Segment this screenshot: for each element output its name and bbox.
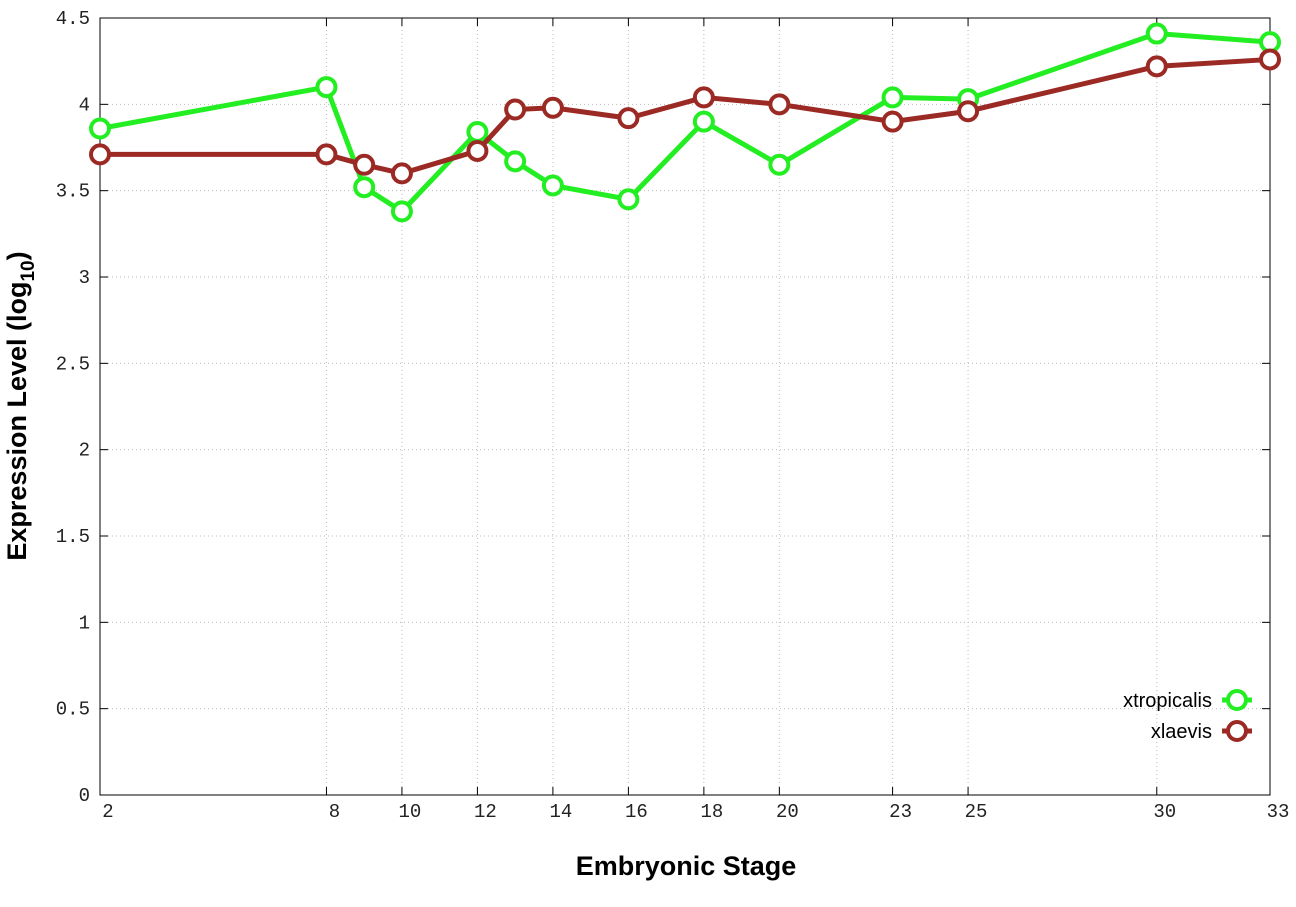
x-tick-label: 2 (102, 801, 113, 823)
y-axis-label: Expression Level (log10) (2, 251, 39, 560)
data-point (1145, 22, 1168, 45)
legend-marker (1226, 720, 1248, 742)
data-point (89, 143, 111, 166)
y-tick-label: 2.5 (56, 353, 90, 375)
y-tick-label: 3.5 (56, 181, 90, 203)
x-tick-label: 23 (889, 801, 912, 823)
x-tick-label: 30 (1153, 801, 1176, 823)
x-tick-label: 8 (329, 801, 340, 823)
y-tick-label: 1 (79, 612, 90, 634)
data-point (768, 153, 791, 176)
plot-frame (99, 17, 1271, 796)
x-tick-label: 16 (625, 801, 648, 823)
data-point (541, 174, 564, 197)
data-point (768, 93, 791, 116)
data-point (315, 76, 338, 99)
data-point (881, 86, 904, 109)
data-point (1259, 48, 1281, 71)
data-point (89, 117, 111, 140)
data-point (1145, 55, 1168, 78)
y-axis-label-end: ) (2, 251, 32, 260)
x-tick-label: 18 (700, 801, 723, 823)
data-point (541, 96, 564, 119)
y-axis-label-main: Expression Level (log (2, 282, 32, 561)
legend-marker (1226, 689, 1248, 711)
y-tick-label: 2 (79, 440, 90, 462)
data-point (617, 188, 640, 211)
y-axis-label-sub: 10 (18, 260, 39, 281)
data-point (390, 162, 413, 185)
data-point (504, 98, 527, 121)
data-point (315, 143, 338, 166)
legend-label: xlaevis (1151, 721, 1212, 743)
x-tick-label: 25 (965, 801, 988, 823)
data-point (617, 107, 640, 130)
data-point (466, 120, 489, 143)
y-tick-label: 1.5 (56, 526, 90, 548)
data-point (466, 139, 489, 162)
x-tick-label: 20 (776, 801, 799, 823)
x-tick-label: 10 (399, 801, 422, 823)
data-point (353, 176, 376, 199)
data-point (353, 153, 376, 176)
series-line (99, 31, 1271, 215)
x-axis-label: Embryonic Stage (576, 851, 797, 881)
data-point (390, 200, 413, 223)
x-tick-label: 33 (1267, 801, 1290, 823)
y-tick-label: 0 (79, 785, 90, 807)
data-point (504, 150, 527, 173)
data-point (957, 100, 980, 123)
x-tick-label: 14 (549, 801, 572, 823)
y-tick-label: 3 (79, 267, 90, 289)
data-point (692, 110, 715, 133)
data-point (881, 110, 904, 133)
data-point (692, 86, 715, 109)
y-tick-label: 4.5 (56, 8, 90, 30)
x-tick-label: 12 (474, 801, 497, 823)
y-tick-label: 0.5 (56, 699, 90, 721)
legend-label: xtropicalis (1123, 690, 1212, 712)
y-tick-label: 4 (79, 94, 90, 116)
series-line (100, 56, 1271, 176)
